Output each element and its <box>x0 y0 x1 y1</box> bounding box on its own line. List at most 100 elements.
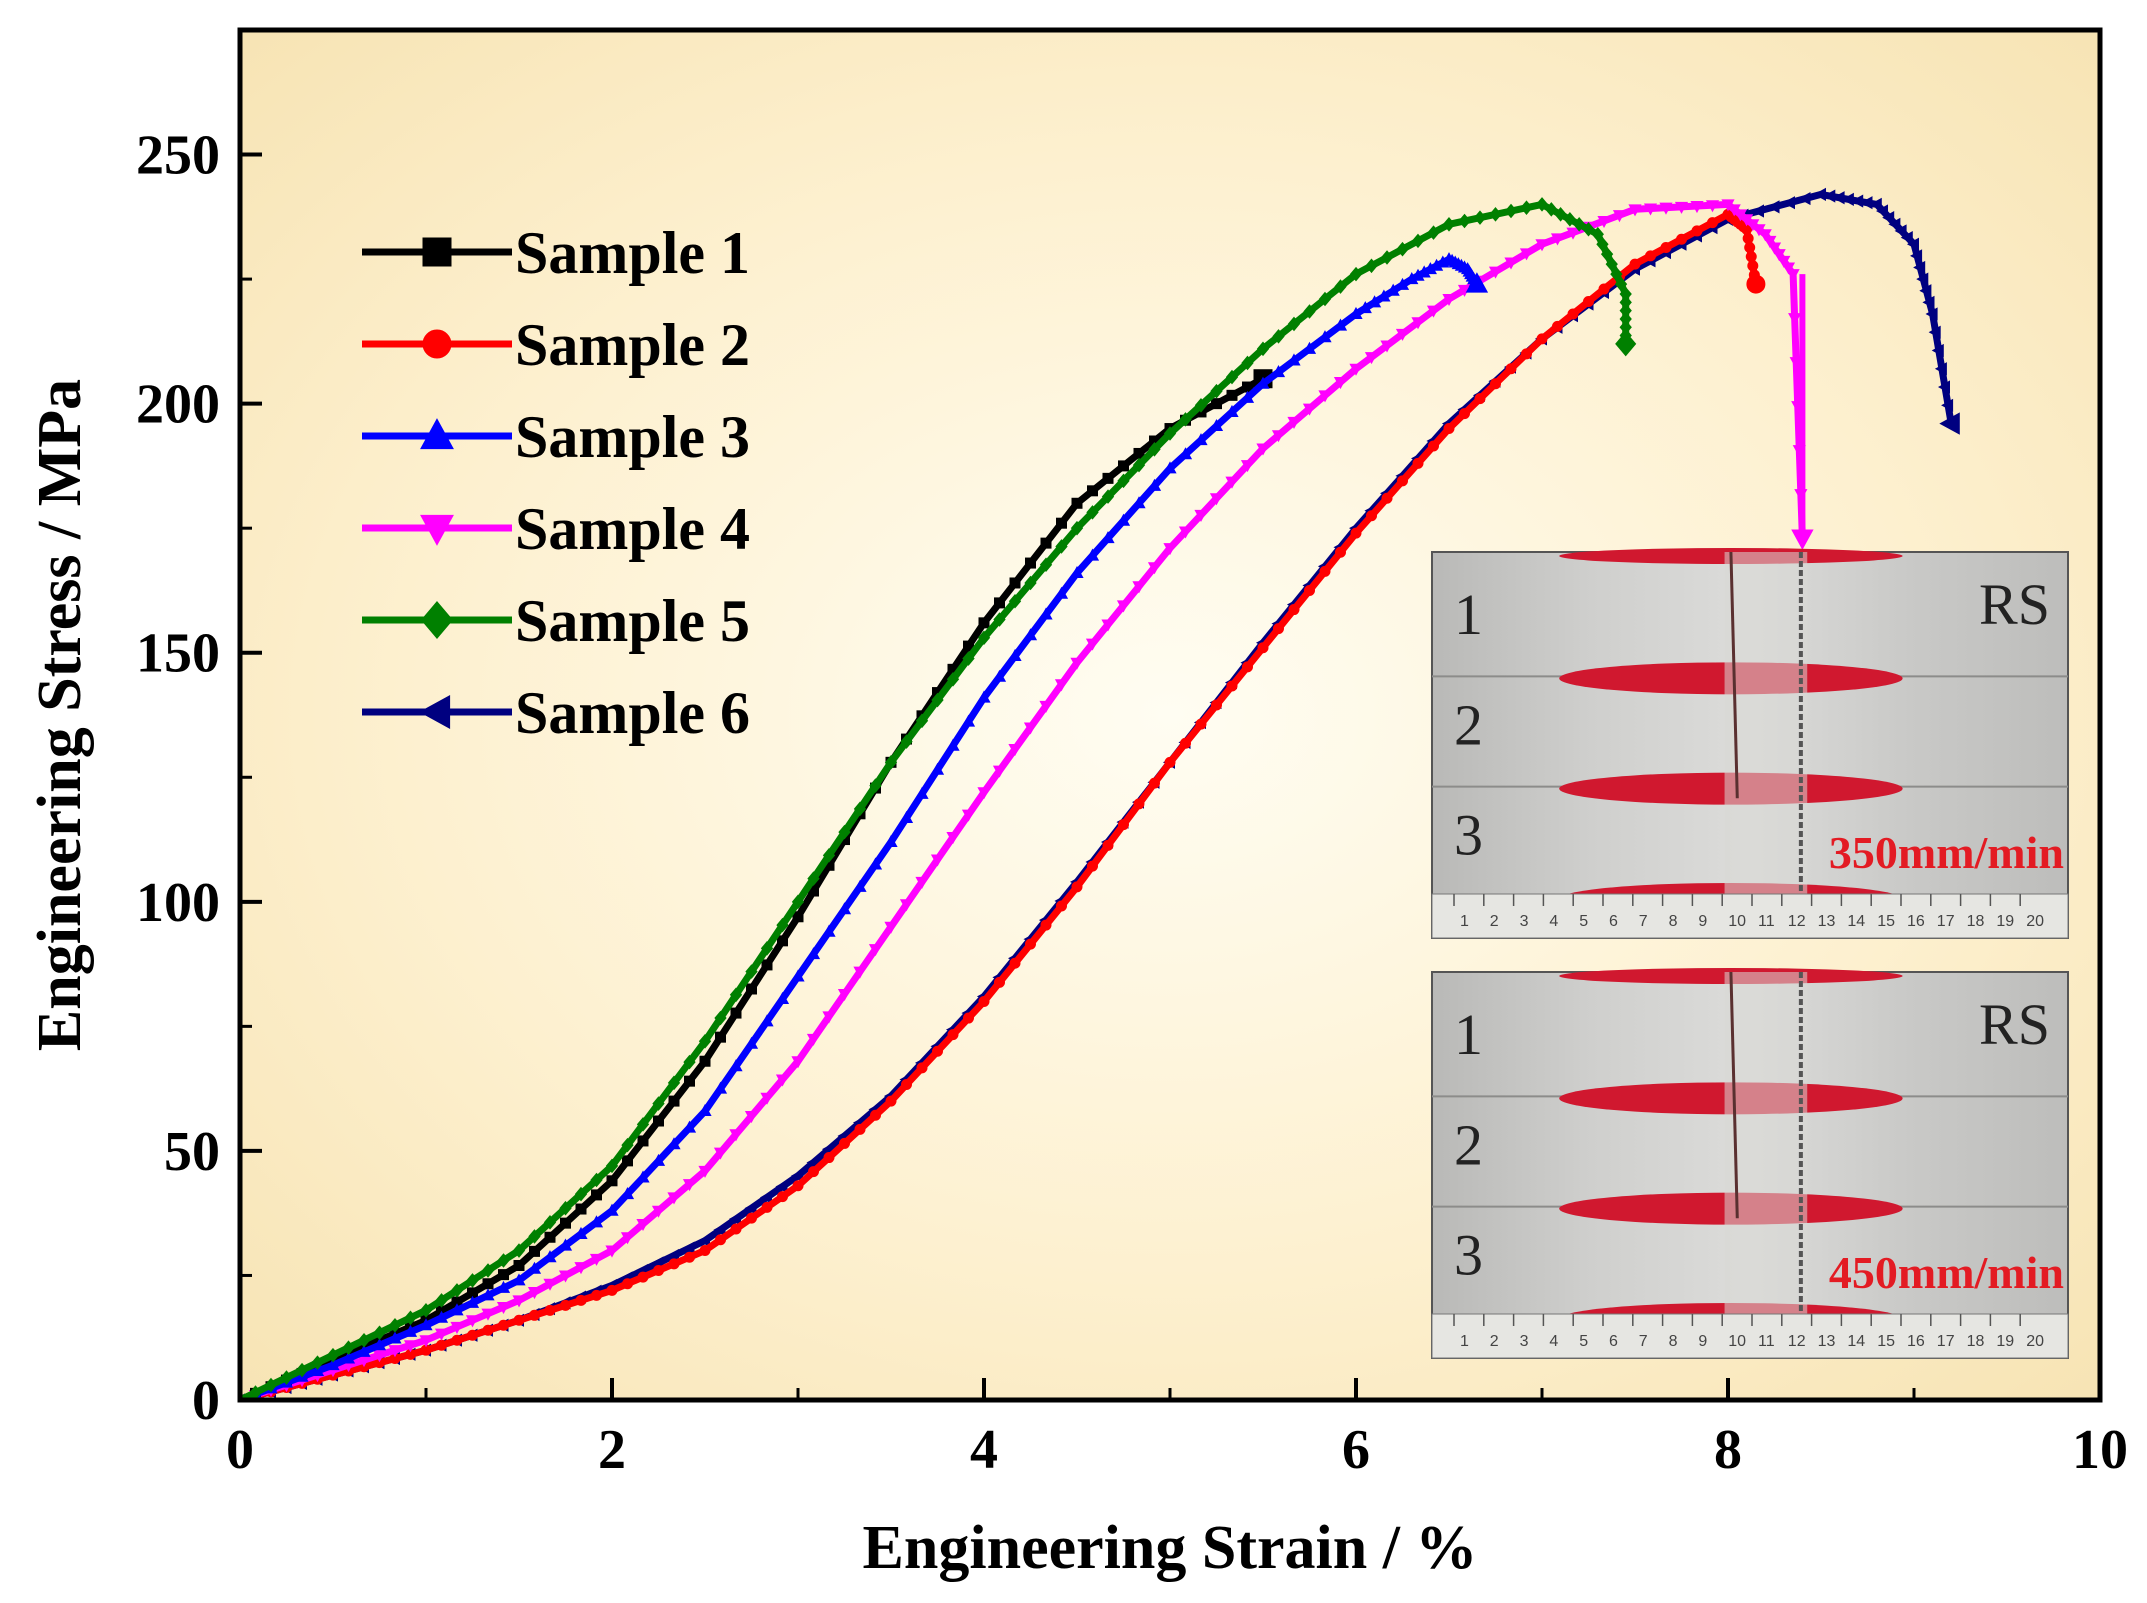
series-marker <box>1832 191 1845 205</box>
series-marker <box>1225 476 1239 489</box>
ruler-number: 4 <box>1549 913 1558 930</box>
series-marker <box>357 1344 371 1357</box>
series-marker <box>1350 527 1362 539</box>
series-marker <box>467 1329 478 1341</box>
series-5 <box>240 197 1637 1400</box>
series-marker <box>822 1011 836 1024</box>
series-marker <box>1087 860 1098 872</box>
series-marker <box>1335 546 1346 558</box>
series-marker <box>1070 657 1084 670</box>
ruler-number: 7 <box>1639 913 1648 930</box>
series-marker <box>1178 447 1193 460</box>
series-marker <box>622 1155 633 1167</box>
series-marker <box>1085 638 1100 651</box>
series-marker <box>899 810 914 823</box>
series-marker <box>1674 201 1689 214</box>
series-marker <box>591 1289 602 1301</box>
series-marker <box>1427 225 1440 240</box>
series-marker <box>761 1201 773 1213</box>
series-marker <box>1596 236 1609 252</box>
series-marker <box>481 1263 495 1278</box>
series-marker <box>1614 276 1628 292</box>
series-marker <box>637 1135 649 1147</box>
weld-zone <box>1724 552 1808 894</box>
side-label: RS <box>1979 992 2050 1057</box>
series-marker <box>1149 777 1160 789</box>
series-marker <box>1582 221 1595 237</box>
legend-label: Sample 1 <box>515 220 750 286</box>
series-marker <box>823 1152 835 1164</box>
series-marker <box>1922 295 1935 309</box>
series-marker <box>1442 217 1456 232</box>
series-marker <box>668 1258 680 1270</box>
x-tick-label: 0 <box>226 1419 254 1481</box>
x-tick-label: 8 <box>1714 1419 1742 1481</box>
side-label: RS <box>1979 572 2050 637</box>
crack-line <box>1729 551 1739 799</box>
series-marker <box>589 1253 604 1266</box>
series-marker <box>1333 377 1348 390</box>
weld-zone <box>1724 972 1808 1314</box>
series-marker <box>994 976 1005 988</box>
legend-label: Sample 3 <box>515 404 750 470</box>
series-marker <box>1705 200 1720 213</box>
series-marker <box>1054 679 1069 692</box>
series-marker <box>1087 485 1098 497</box>
series-marker <box>744 1111 759 1124</box>
series-marker <box>1008 593 1022 609</box>
series-marker <box>591 1189 602 1201</box>
series-marker <box>1333 318 1348 331</box>
series-marker <box>388 1317 402 1333</box>
series-marker <box>775 1180 788 1194</box>
series-marker <box>513 1259 525 1271</box>
series-marker <box>450 1283 464 1298</box>
series-marker <box>1772 249 1786 262</box>
series-marker <box>1591 226 1604 242</box>
series-marker <box>1412 457 1424 469</box>
ruler-number: 9 <box>1698 1333 1707 1350</box>
series-marker <box>1767 242 1782 255</box>
series-marker <box>1101 531 1115 544</box>
series-marker <box>651 1153 666 1166</box>
series-marker <box>481 1288 495 1301</box>
series-marker <box>759 1190 772 1204</box>
series-marker <box>637 1271 649 1283</box>
series-marker <box>636 1218 650 1232</box>
series-marker <box>1489 207 1502 222</box>
series-marker <box>434 1328 449 1341</box>
series-marker <box>1009 957 1021 969</box>
series-marker <box>1023 722 1038 735</box>
ruler-number: 12 <box>1788 1333 1806 1350</box>
series-end-marker <box>1465 272 1489 293</box>
ruler-number: 7 <box>1639 1333 1648 1350</box>
series-marker <box>1937 380 1950 394</box>
series-marker <box>870 1109 881 1121</box>
series-marker <box>854 1123 866 1135</box>
series-marker <box>543 1215 557 1230</box>
series-marker <box>715 1234 726 1246</box>
series-marker <box>1841 192 1854 206</box>
series-marker <box>1056 517 1067 529</box>
series-marker <box>1179 412 1192 427</box>
series-marker <box>1567 308 1579 320</box>
series-marker <box>853 879 867 892</box>
series-marker <box>1789 357 1803 370</box>
series-marker <box>1272 329 1285 344</box>
series-marker <box>1919 284 1932 298</box>
series-marker <box>1458 213 1471 229</box>
series-marker <box>403 1324 418 1337</box>
ruler-number: 10 <box>1728 1333 1746 1350</box>
series-marker <box>760 1014 774 1027</box>
series-marker <box>698 1165 712 1178</box>
series-marker <box>792 911 804 923</box>
series-marker <box>544 1304 556 1316</box>
series-marker <box>931 692 944 708</box>
series-marker <box>1777 255 1791 268</box>
ruler-number: 13 <box>1818 1333 1836 1350</box>
series-marker <box>621 1137 634 1153</box>
series-marker <box>1071 881 1083 893</box>
series-marker <box>1443 423 1455 435</box>
series-marker <box>1900 230 1913 245</box>
series-marker <box>1288 604 1300 616</box>
series-marker <box>529 1309 540 1321</box>
